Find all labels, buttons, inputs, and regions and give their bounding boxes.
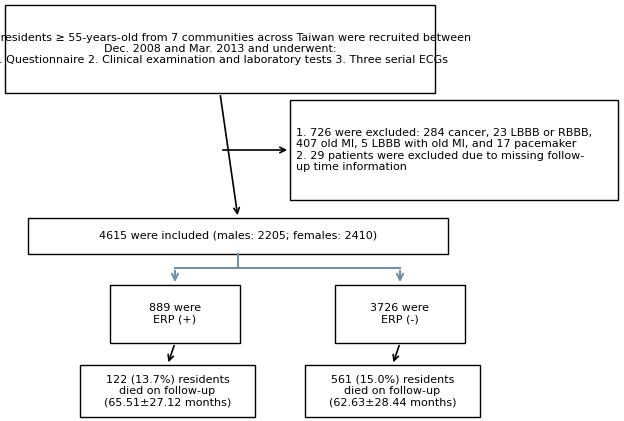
Text: up time information: up time information — [296, 162, 407, 172]
Text: 3726 were: 3726 were — [371, 304, 429, 313]
Text: died on follow-up: died on follow-up — [119, 386, 215, 396]
Text: Dec. 2008 and Mar. 2013 and underwent:: Dec. 2008 and Mar. 2013 and underwent: — [104, 44, 336, 54]
Text: 561 (15.0%) residents: 561 (15.0%) residents — [331, 375, 454, 385]
Bar — [290, 100, 618, 200]
Bar — [80, 365, 255, 417]
Text: 4615 were included (males: 2205; females: 2410): 4615 were included (males: 2205; females… — [99, 231, 377, 241]
Text: 1. Questionnaire 2. Clinical examination and laboratory tests 3. Three serial EC: 1. Questionnaire 2. Clinical examination… — [0, 55, 448, 65]
Bar — [5, 5, 435, 93]
Bar — [305, 365, 480, 417]
Text: ERP (-): ERP (-) — [381, 314, 419, 325]
Text: (62.63±28.44 months): (62.63±28.44 months) — [329, 397, 456, 407]
Text: 5380 residents ≥ 55-years-old from 7 communities across Taiwan were recruited be: 5380 residents ≥ 55-years-old from 7 com… — [0, 33, 471, 43]
Bar — [110, 285, 240, 343]
Text: 407 old MI, 5 LBBB with old MI, and 17 pacemaker: 407 old MI, 5 LBBB with old MI, and 17 p… — [296, 139, 577, 149]
Text: (65.51±27.12 months): (65.51±27.12 months) — [104, 397, 231, 407]
Text: 2. 29 patients were excluded due to missing follow-: 2. 29 patients were excluded due to miss… — [296, 151, 584, 160]
Text: 122 (13.7%) residents: 122 (13.7%) residents — [105, 375, 230, 385]
Bar — [335, 285, 465, 343]
Bar — [28, 218, 448, 254]
Text: ERP (+): ERP (+) — [154, 314, 197, 325]
Text: died on follow-up: died on follow-up — [344, 386, 441, 396]
Text: 1. 726 were excluded: 284 cancer, 23 LBBB or RBBB,: 1. 726 were excluded: 284 cancer, 23 LBB… — [296, 128, 592, 138]
Text: 889 were: 889 were — [149, 304, 201, 313]
